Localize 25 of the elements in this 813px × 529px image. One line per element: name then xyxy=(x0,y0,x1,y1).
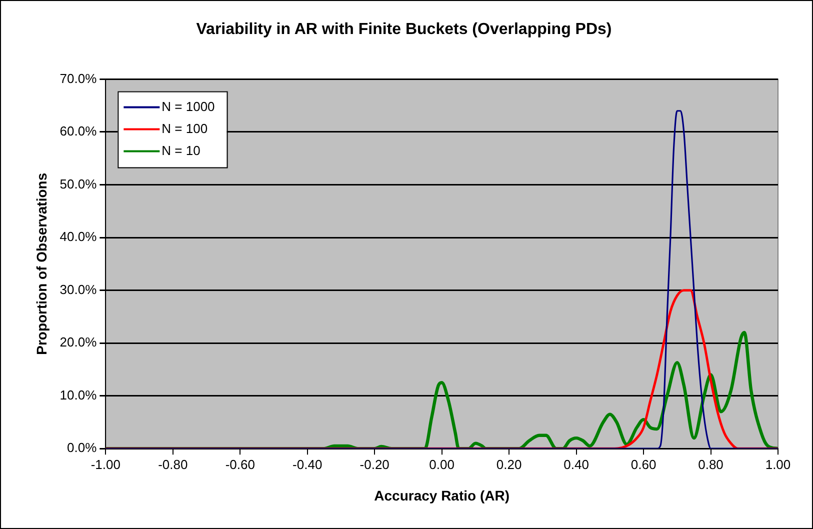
x-tick-label: 1.00 xyxy=(765,456,791,472)
x-tick-label: -0.80 xyxy=(158,456,188,472)
x-tick-label: -0.20 xyxy=(360,456,390,472)
y-tick-label: 50.0% xyxy=(60,176,98,192)
x-tick-label: 0.20 xyxy=(496,456,522,472)
x-tick-label: 0.60 xyxy=(630,456,656,472)
y-tick-label: 60.0% xyxy=(60,124,98,139)
y-tick-label: 30.0% xyxy=(60,282,98,297)
x-tick-label: -1.00 xyxy=(90,456,120,472)
x-tick-label: -0.40 xyxy=(292,456,322,472)
legend-label: N = 10 xyxy=(162,142,200,158)
y-tick-label: 20.0% xyxy=(60,334,98,350)
y-axis-title: Proportion of Observations xyxy=(33,172,50,355)
x-axis-title: Accuracy Ratio (AR) xyxy=(374,487,510,504)
y-tick-label: 0.0% xyxy=(67,440,98,456)
chart-title: Variability in AR with Finite Buckets (Overlapping PDs) xyxy=(196,21,612,38)
legend-label: N = 100 xyxy=(162,120,208,136)
y-tick-label: 40.0% xyxy=(60,229,98,244)
legend-label: N = 1000 xyxy=(162,98,215,114)
x-tick-label: 0.80 xyxy=(698,456,724,472)
x-tick-label: 0.00 xyxy=(429,456,454,472)
x-tick-label: 0.40 xyxy=(564,456,589,472)
y-tick-label: 10.0% xyxy=(60,387,98,402)
x-tick-label: -0.60 xyxy=(225,456,255,472)
y-tick-label: 70.0% xyxy=(60,70,98,86)
